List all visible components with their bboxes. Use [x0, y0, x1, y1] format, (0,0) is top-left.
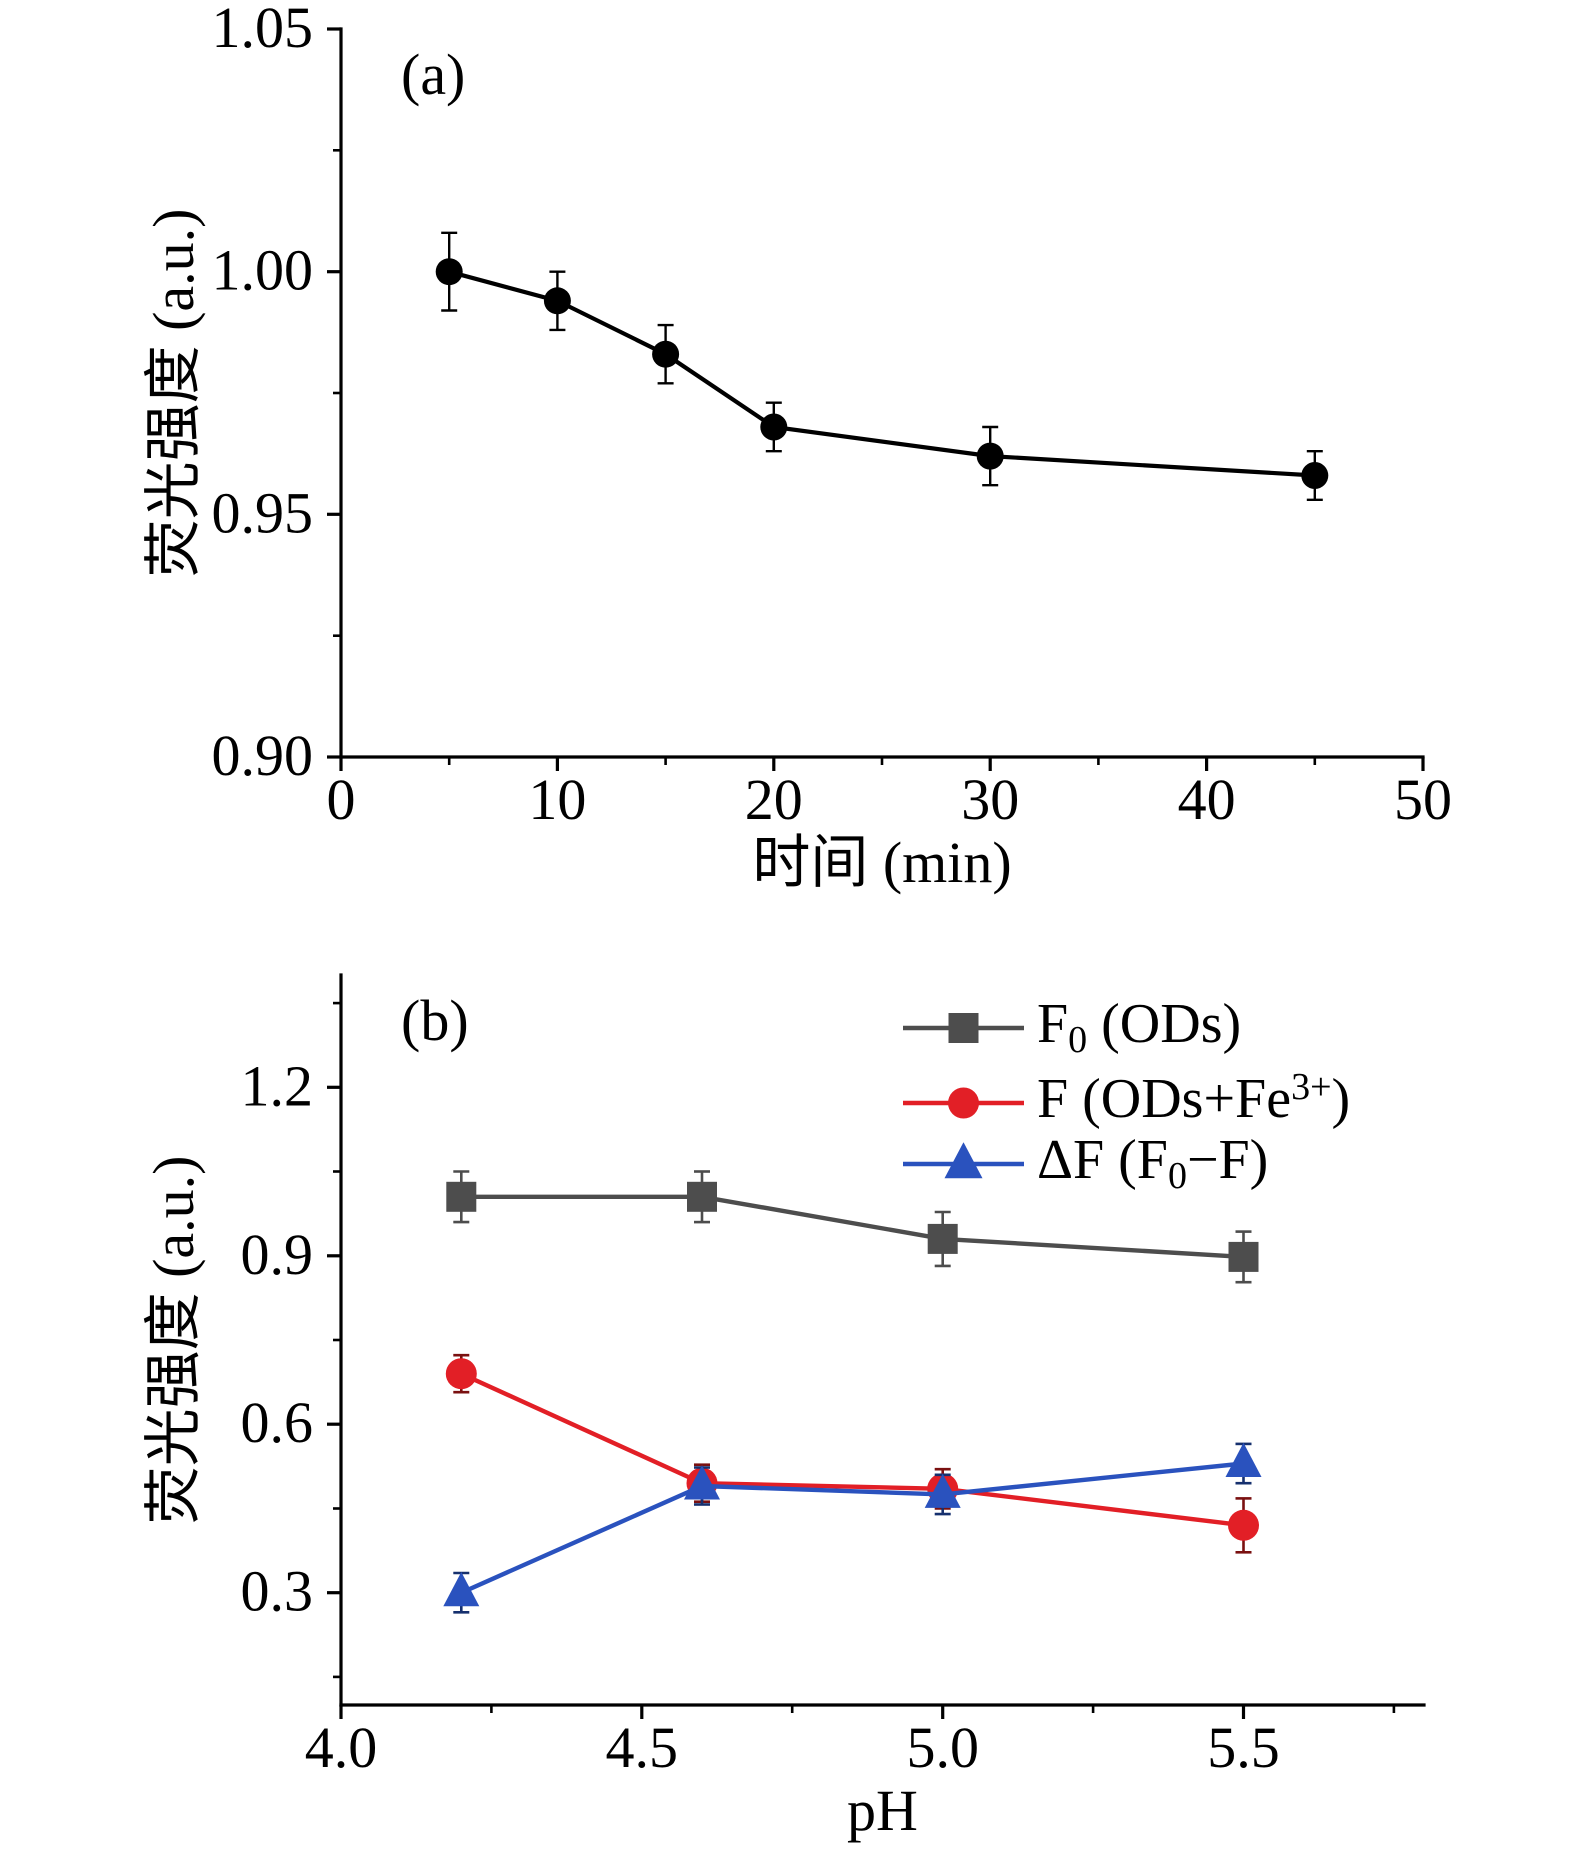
svg-text:4.0: 4.0 — [305, 1715, 378, 1780]
svg-text:0.90: 0.90 — [212, 723, 314, 788]
svg-text:50: 50 — [1394, 767, 1452, 832]
svg-text:荧光强度 (a.u.): 荧光强度 (a.u.) — [141, 209, 206, 578]
svg-text:10: 10 — [528, 767, 586, 832]
svg-text:30: 30 — [961, 767, 1019, 832]
svg-text:ΔF (F0−F): ΔF (F0−F) — [1037, 1129, 1268, 1197]
svg-text:1.00: 1.00 — [212, 238, 314, 303]
svg-text:1.05: 1.05 — [212, 0, 314, 60]
svg-text:40: 40 — [1178, 767, 1236, 832]
svg-text:pH: pH — [847, 1778, 918, 1843]
svg-text:5.5: 5.5 — [1207, 1715, 1280, 1780]
svg-text:0.3: 0.3 — [241, 1559, 314, 1624]
svg-text:0.9: 0.9 — [241, 1222, 314, 1287]
svg-text:F0 (ODs): F0 (ODs) — [1037, 993, 1241, 1061]
svg-text:0.6: 0.6 — [241, 1390, 314, 1455]
svg-text:0: 0 — [327, 767, 356, 832]
svg-text:4.5: 4.5 — [606, 1715, 679, 1780]
svg-text:5.0: 5.0 — [906, 1715, 979, 1780]
svg-text:20: 20 — [745, 767, 803, 832]
svg-text:0.95: 0.95 — [212, 480, 314, 545]
svg-text:(b): (b) — [401, 988, 469, 1053]
svg-text:时间 (min): 时间 (min) — [752, 830, 1011, 895]
svg-text:荧光强度 (a.u.): 荧光强度 (a.u.) — [141, 1156, 206, 1525]
svg-text:(a): (a) — [401, 42, 465, 107]
svg-text:1.2: 1.2 — [241, 1053, 314, 1118]
